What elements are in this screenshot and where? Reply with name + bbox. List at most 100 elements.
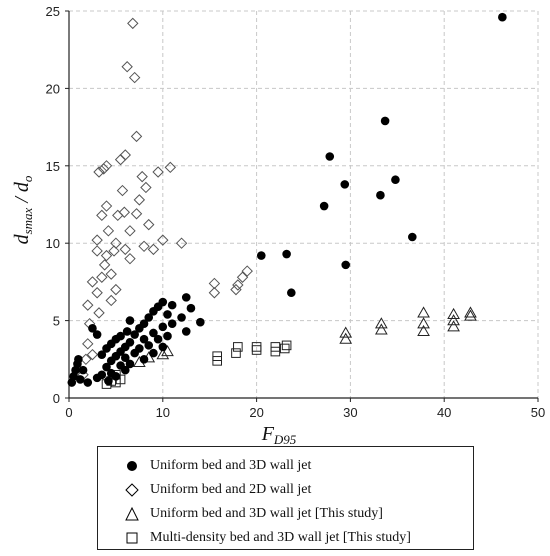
data-point-open-diamond — [91, 245, 103, 257]
data-point-open-diamond — [124, 252, 136, 265]
data-point-filled-circle — [125, 337, 135, 347]
data-point-open-diamond — [208, 287, 221, 299]
data-point-open-diamond — [121, 61, 133, 73]
data-point-filled-circle — [83, 378, 93, 387]
data-point-filled-circle — [287, 288, 296, 298]
data-point-filled-circle — [116, 331, 125, 341]
data-point-filled-circle — [380, 116, 390, 126]
data-point-filled-circle — [167, 300, 177, 310]
data-point-open-diamond — [128, 71, 141, 84]
data-point-open-triangle — [339, 326, 353, 338]
data-point-filled-circle — [125, 359, 135, 369]
data-point-open-diamond — [133, 194, 146, 206]
data-point-filled-circle — [139, 355, 149, 364]
data-point-open-triangle — [374, 317, 388, 329]
data-point-open-diamond — [100, 200, 113, 212]
data-point-open-diamond — [114, 153, 127, 166]
data-point-open-diamond — [119, 149, 131, 161]
data-point-open-diamond — [110, 283, 122, 296]
x-axis-ticks: 0 10 20 30 40 50 — [65, 398, 545, 420]
data-point-open-diamond — [108, 245, 120, 257]
data-point-open-diamond — [232, 279, 244, 291]
data-point-open-diamond — [143, 218, 155, 231]
data-point-filled-circle — [186, 303, 196, 313]
data-point-filled-circle — [153, 334, 163, 344]
data-point-open-square — [251, 342, 262, 352]
data-point-open-diamond — [140, 181, 152, 194]
data-point-filled-circle — [163, 310, 172, 319]
data-point-filled-circle — [144, 313, 154, 322]
y-tick-label: 5 — [53, 314, 60, 329]
data-points — [67, 12, 507, 389]
x-tick-label: 30 — [343, 405, 357, 420]
data-point-open-diamond — [86, 348, 99, 361]
data-point-open-diamond — [230, 283, 242, 296]
data-point-open-triangle — [156, 348, 170, 360]
data-point-filled-circle — [149, 328, 158, 338]
data-point-open-diamond — [96, 209, 108, 222]
data-point-filled-circle — [167, 319, 177, 328]
data-point-open-diamond — [164, 161, 177, 174]
data-point-open-diamond — [98, 259, 111, 271]
x-tick-label: 20 — [249, 405, 263, 420]
data-point-filled-circle — [158, 322, 168, 332]
data-point-open-triangle — [447, 314, 460, 326]
data-point-filled-circle — [97, 350, 107, 359]
data-point-filled-circle — [163, 331, 172, 341]
data-point-filled-circle — [158, 297, 168, 307]
data-point-open-triangle — [417, 317, 430, 329]
data-point-open-diamond — [91, 287, 103, 299]
data-point-open-triangle — [447, 307, 460, 320]
data-point-filled-circle — [130, 330, 139, 339]
data-point-open-diamond — [102, 225, 115, 237]
data-point-open-diamond — [241, 265, 253, 277]
x-tick-label: 10 — [156, 405, 170, 420]
data-point-open-square — [281, 340, 292, 351]
data-point-filled-circle — [139, 319, 149, 328]
data-point-open-diamond — [147, 243, 160, 256]
data-point-open-diamond — [138, 240, 150, 253]
y-axis-label: dsmax / do — [11, 175, 35, 244]
data-point-open-diamond — [86, 276, 99, 288]
data-point-open-diamond — [82, 299, 94, 311]
data-point-filled-circle — [391, 175, 400, 185]
data-point-open-diamond — [130, 208, 143, 220]
data-point-open-diamond — [236, 271, 249, 283]
data-point-open-diamond — [105, 268, 117, 280]
data-point-open-square — [270, 342, 281, 352]
data-point-filled-circle — [376, 190, 385, 200]
scatter-chart: 0 10 20 30 40 50 0 5 10 15 20 25 FD95 dsmax / do — [11, 4, 545, 446]
data-point-filled-circle — [75, 375, 85, 384]
data-point-filled-circle — [78, 365, 88, 375]
data-point-filled-circle — [144, 341, 154, 350]
x-axis-label: FD95 — [261, 423, 297, 446]
data-point-open-diamond — [208, 277, 221, 290]
data-point-filled-circle — [498, 12, 507, 22]
data-point-open-diamond — [124, 225, 136, 237]
data-point-filled-circle — [256, 251, 266, 260]
data-point-open-diamond — [118, 206, 131, 218]
data-point-filled-circle — [149, 348, 158, 358]
plot-frame — [68, 11, 538, 399]
data-point-open-square — [233, 342, 243, 352]
data-point-open-diamond — [110, 237, 122, 249]
data-point-filled-circle — [181, 327, 191, 336]
data-point-filled-circle — [111, 372, 121, 381]
grid-lines — [69, 10, 539, 398]
data-point-open-triangle — [161, 345, 174, 357]
data-point-open-diamond — [93, 307, 105, 319]
legend-item-uniform-3d-this-study: Uniform bed and 3D wall jet [This study] — [124, 503, 383, 525]
y-tick-label: 20 — [46, 81, 60, 96]
legend-label: Uniform bed and 3D wall jet — [150, 458, 312, 473]
data-point-open-diamond — [127, 17, 139, 30]
data-point-filled-circle — [120, 365, 130, 375]
legend-item-uniform-2d: Uniform bed and 2D wall jet — [124, 479, 311, 501]
data-point-open-square — [212, 351, 223, 362]
data-point-open-diamond — [119, 243, 131, 256]
y-tick-label: 10 — [46, 236, 60, 251]
data-point-filled-circle — [181, 293, 191, 302]
data-point-open-diamond — [100, 160, 113, 172]
data-point-filled-circle — [341, 260, 351, 270]
data-point-open-diamond — [112, 209, 124, 222]
data-point-open-diamond — [80, 353, 92, 366]
